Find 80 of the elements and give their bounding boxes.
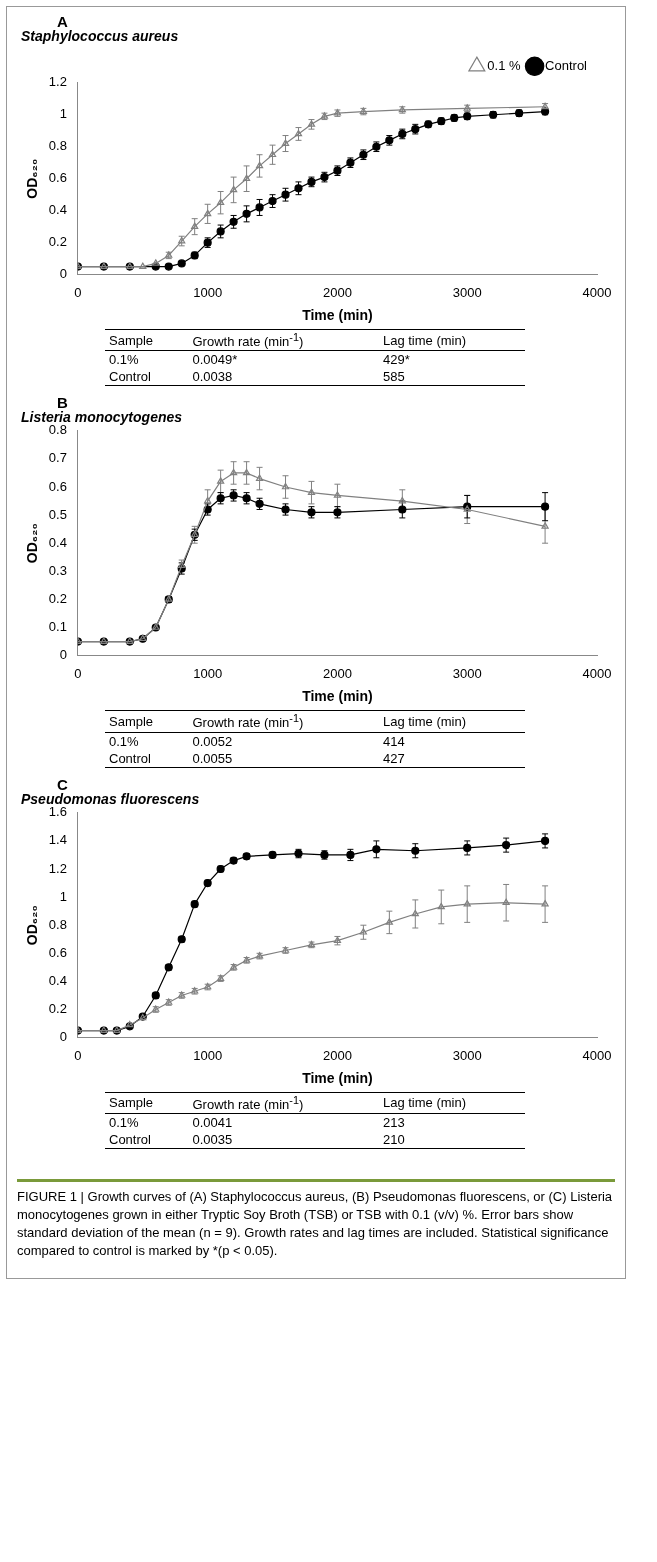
text: Sample	[105, 1092, 189, 1114]
text: Control	[105, 749, 189, 768]
text: 210	[378, 1130, 525, 1149]
x-tick-label: 0	[74, 1047, 82, 1063]
text: B	[57, 394, 68, 412]
y-axis-title: OD₆₂₀	[24, 904, 41, 945]
chart-title: Staphylococcus aureus	[21, 28, 179, 45]
x-tick-label: 1000	[193, 666, 223, 682]
y-tick-label: 0.3	[48, 563, 67, 579]
text: 585	[378, 368, 525, 386]
x-tick-label: 0	[74, 284, 82, 300]
x-tick-label: 1000	[193, 284, 223, 300]
y-tick-label: 0.4	[48, 535, 67, 551]
y-tick-label: 0.8	[48, 138, 67, 154]
y-tick-label: 1.4	[48, 832, 67, 848]
x-tick-label: 4000	[582, 284, 612, 300]
y-tick-label: 0.4	[48, 202, 67, 218]
x-tick-label: 3000	[452, 284, 482, 300]
x-tick-label: 3000	[452, 666, 482, 682]
text: Sample	[105, 329, 189, 351]
text: 213	[381, 1114, 406, 1131]
y-tick-label: 0	[59, 647, 67, 663]
x-tick-label: 1000	[193, 1047, 223, 1063]
text: 0.1%	[108, 351, 140, 369]
text: Lag time (min)	[378, 710, 525, 733]
y-axis-title: OD₆₂₀	[24, 523, 41, 564]
text: C	[57, 775, 69, 793]
text: 0.0049*	[191, 351, 239, 369]
x-tick-label: 0	[74, 666, 82, 682]
text: Growth rate (min$^{-1}$)	[188, 329, 379, 351]
text: 414	[381, 732, 406, 750]
text: Lag time (min)	[378, 1092, 525, 1114]
y-tick-label: 1.6	[48, 804, 67, 820]
x-tick-label: 3000	[452, 1047, 482, 1063]
text: 0.1%	[108, 1114, 140, 1131]
x-tick-label: 4000	[582, 666, 612, 682]
text: Lag time (min)	[378, 329, 525, 351]
x-axis-title: Time (min)	[302, 688, 373, 705]
y-tick-label: 0.7	[48, 450, 67, 466]
y-tick-label: 0.6	[48, 944, 67, 960]
y-tick-label: 0	[59, 266, 67, 282]
x-tick-label: 2000	[322, 666, 352, 682]
text: 0.0055	[188, 749, 379, 768]
chart-title: Pseudomonas fluorescens	[21, 790, 200, 807]
y-tick-label: 0.6	[48, 478, 67, 494]
legend-label: 0.1 %	[487, 57, 522, 73]
y-tick-label: 0	[59, 1028, 67, 1044]
y-tick-label: 1	[59, 106, 67, 122]
y-tick-label: 0.1	[48, 619, 67, 635]
y-tick-label: 1	[59, 888, 67, 904]
y-tick-label: 1.2	[48, 74, 67, 90]
text: Growth rate (min$^{-1}$)	[188, 1092, 379, 1114]
y-tick-label: 0.4	[48, 972, 67, 988]
y-tick-label: 0.8	[48, 916, 67, 932]
text: FIGURE 1 | Growth curves of (A) Staphylococcus aureus, (B) Pseudomonas fluorescens, or (C) Listeria monocytogenes grown in either Tryptic Soy Broth (TSB) or TSB with 0.1 (v/v) %. Error bars show standard deviation of the mean (n = 9). Growth rates and lag times are included. Statistical significance compared to control is marked by *(p < 0.05).	[17, 1178, 615, 1260]
y-tick-label: 0.2	[48, 1000, 67, 1016]
text: Sample	[105, 710, 189, 733]
text: 0.1%	[108, 732, 140, 750]
y-tick-label: 0.2	[48, 591, 67, 607]
y-tick-label: 1.2	[48, 860, 67, 876]
x-tick-label: 2000	[322, 284, 352, 300]
text: 0.0035	[188, 1130, 379, 1149]
x-tick-label: 2000	[322, 1047, 352, 1063]
x-axis-title: Time (min)	[302, 307, 373, 324]
text: 0.0052	[191, 732, 234, 750]
text: 429*	[381, 351, 411, 369]
y-tick-label: 0.6	[48, 170, 67, 186]
y-tick-label: 0.5	[48, 507, 67, 523]
text: A	[57, 13, 69, 30]
text: Control	[105, 1130, 189, 1149]
y-tick-label: 0.2	[48, 234, 67, 250]
y-axis-title: OD₆₂₀	[24, 158, 41, 199]
legend-label: Control	[545, 57, 588, 73]
text: Control	[105, 368, 189, 386]
x-axis-title: Time (min)	[302, 1070, 373, 1087]
text: 427	[378, 749, 525, 768]
text: 0.0038	[188, 368, 379, 386]
text: Growth rate (min$^{-1}$)	[188, 710, 379, 733]
x-tick-label: 4000	[582, 1047, 612, 1063]
text: 0.0041	[191, 1114, 234, 1131]
